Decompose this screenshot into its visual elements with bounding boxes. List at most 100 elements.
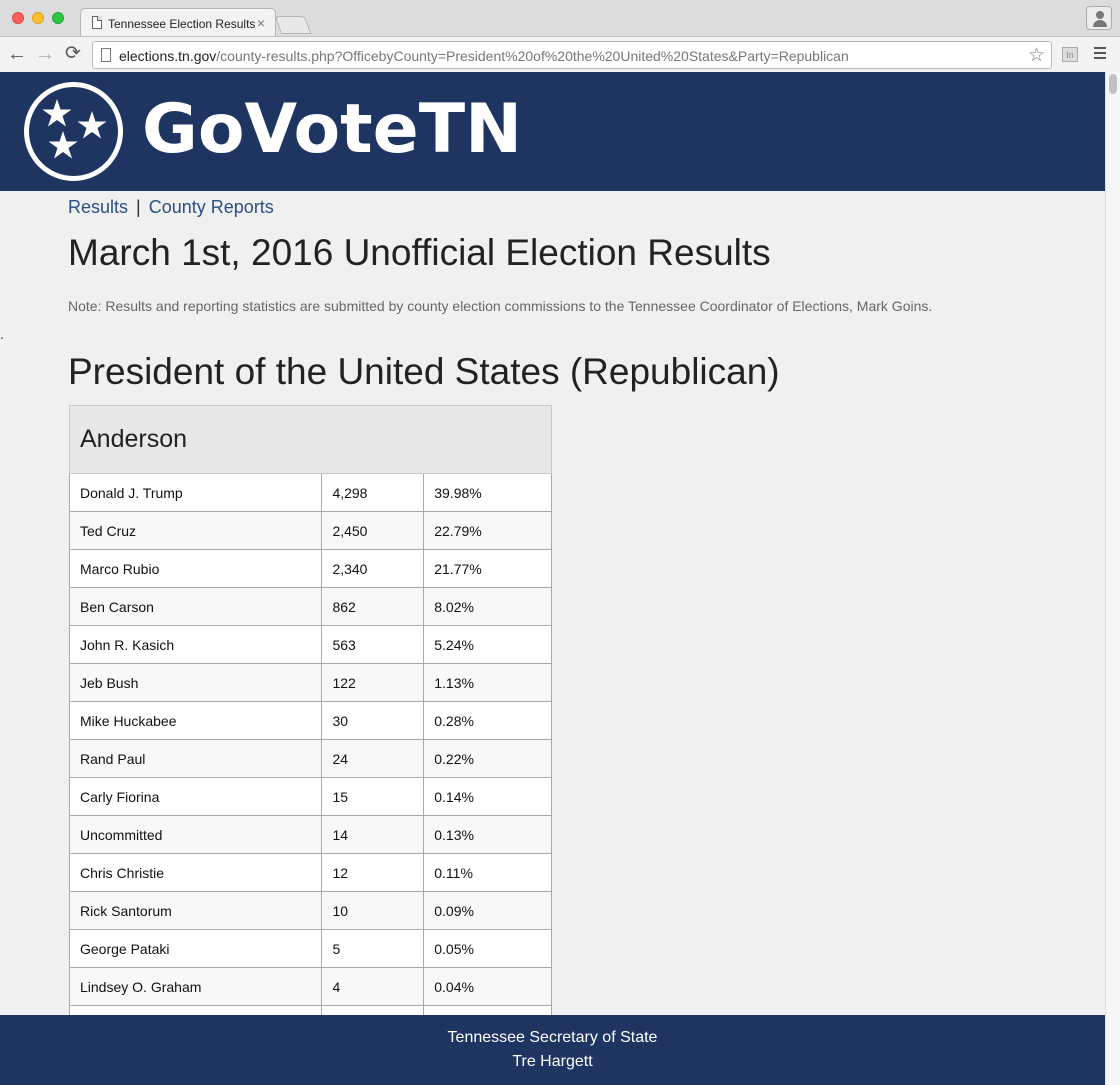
- vote-percent: 21.77%: [423, 549, 552, 588]
- vote-count: 12: [321, 853, 425, 892]
- candidate-name: Carly Fiorina: [68, 777, 323, 816]
- candidate-name: Lindsey O. Graham: [68, 967, 323, 1006]
- header-banner: GoVoteTN: [0, 72, 1105, 191]
- vote-count: 862: [321, 587, 425, 626]
- vote-count: 14: [321, 815, 425, 854]
- tab-close-icon[interactable]: ×: [256, 15, 265, 31]
- footer-line-2: Tre Hargett: [512, 1053, 593, 1070]
- table-row: Rick Santorum 10 0.09%: [68, 891, 552, 930]
- back-button[interactable]: ←: [7, 43, 27, 65]
- vote-percent: 8.02%: [423, 587, 552, 626]
- page-title: March 1st, 2016 Unofficial Election Resu…: [68, 232, 771, 273]
- tab-title: Tennessee Election Results: [108, 17, 256, 31]
- forward-button[interactable]: →: [35, 43, 55, 65]
- table-row: Carly Fiorina 15 0.14%: [68, 777, 552, 816]
- vote-count: 24: [321, 739, 425, 778]
- person-icon: [1096, 11, 1104, 19]
- candidate-name: Ben Carson: [68, 587, 323, 626]
- table-row: Ted Cruz 2,450 22.79%: [68, 511, 552, 550]
- candidate-name: Rand Paul: [68, 739, 323, 778]
- minimize-window-button[interactable]: [32, 12, 44, 24]
- stray-dot: .: [0, 326, 4, 342]
- page-viewport: GoVoteTN Results | County Reports March …: [0, 72, 1105, 1085]
- tab-tennessee-election-results[interactable]: Tennessee Election Results ×: [80, 8, 276, 36]
- county-name: Anderson: [69, 405, 552, 474]
- candidate-name: Mike Huckabee: [68, 701, 323, 740]
- candidate-name: George Pataki: [68, 929, 323, 968]
- table-row: Donald J. Trump 4,298 39.98%: [68, 473, 552, 512]
- candidate-name: Rick Santorum: [68, 891, 323, 930]
- results-note: Note: Results and reporting statistics a…: [68, 298, 933, 314]
- vote-percent: 22.79%: [423, 511, 552, 550]
- vote-percent: 5.24%: [423, 625, 552, 664]
- scrollbar-thumb[interactable]: [1109, 74, 1117, 94]
- candidate-name: John R. Kasich: [68, 625, 323, 664]
- tristar-logo-icon[interactable]: [24, 82, 123, 181]
- vote-count: 15: [321, 777, 425, 816]
- extension-icon[interactable]: In: [1062, 47, 1078, 62]
- address-bar[interactable]: elections.tn.gov/county-results.php?Offi…: [92, 41, 1052, 69]
- person-icon-body: [1093, 20, 1107, 27]
- vote-count: 4: [321, 967, 425, 1006]
- page-icon: [92, 16, 102, 29]
- candidate-name: Uncommitted: [68, 815, 323, 854]
- zoom-window-button[interactable]: [52, 12, 64, 24]
- vote-count: 563: [321, 625, 425, 664]
- table-row: Ben Carson 862 8.02%: [68, 587, 552, 626]
- footer: Tennessee Secretary of State Tre Hargett: [0, 1015, 1105, 1085]
- vote-percent: 0.05%: [423, 929, 552, 968]
- table-row: John R. Kasich 563 5.24%: [68, 625, 552, 664]
- candidate-name: Ted Cruz: [68, 511, 323, 550]
- url-path: /county-results.php?OfficebyCounty=Presi…: [216, 48, 849, 64]
- page-icon: [101, 48, 111, 62]
- table-row: Uncommitted 14 0.13%: [68, 815, 552, 854]
- url-host: elections.tn.gov: [119, 48, 217, 64]
- table-row: Rand Paul 24 0.22%: [68, 739, 552, 778]
- vote-percent: 0.11%: [423, 853, 552, 892]
- tab-bar: Tennessee Election Results ×: [0, 0, 1120, 36]
- vote-percent: 0.22%: [423, 739, 552, 778]
- url-text[interactable]: elections.tn.gov/county-results.php?Offi…: [119, 48, 849, 64]
- nav-link-results[interactable]: Results: [68, 197, 129, 217]
- browser-chrome: Tennessee Election Results × ← → ⟳ elect…: [0, 0, 1120, 72]
- close-window-button[interactable]: [12, 12, 24, 24]
- vote-percent: 0.04%: [423, 967, 552, 1006]
- vote-percent: 1.13%: [423, 663, 552, 702]
- vote-count: 5: [321, 929, 425, 968]
- candidate-name: Donald J. Trump: [68, 473, 323, 512]
- candidate-name: Jeb Bush: [68, 663, 323, 702]
- vote-count: 2,450: [321, 511, 425, 550]
- candidate-name: Marco Rubio: [68, 549, 323, 588]
- candidate-name: Chris Christie: [68, 853, 323, 892]
- table-row: Mike Huckabee 30 0.28%: [68, 701, 552, 740]
- nav-link-county-reports[interactable]: County Reports: [148, 197, 274, 217]
- new-tab-button[interactable]: [274, 16, 312, 34]
- vote-count: 4,298: [321, 473, 425, 512]
- vote-percent: 0.09%: [423, 891, 552, 930]
- menu-icon[interactable]: [1094, 47, 1108, 61]
- vote-count: 30: [321, 701, 425, 740]
- vote-percent: 39.98%: [423, 473, 552, 512]
- bookmark-star-icon[interactable]: ☆: [1027, 45, 1045, 66]
- vote-percent: 0.13%: [423, 815, 552, 854]
- county-results-table: Anderson Donald J. Trump 4,298 39.98% Ted C…: [68, 405, 552, 1044]
- vote-count: 122: [321, 663, 425, 702]
- table-row: George Pataki 5 0.05%: [68, 929, 552, 968]
- vote-percent: 0.28%: [423, 701, 552, 740]
- table-row: Jeb Bush 122 1.13%: [68, 663, 552, 702]
- breadcrumb: Results | County Reports: [68, 197, 274, 218]
- table-row: Chris Christie 12 0.11%: [68, 853, 552, 892]
- vote-percent: 0.14%: [423, 777, 552, 816]
- browser-toolbar: ← → ⟳ elections.tn.gov/county-results.ph…: [0, 36, 1120, 72]
- vertical-scrollbar[interactable]: [1105, 72, 1120, 1085]
- county-header-row: Anderson: [69, 405, 552, 474]
- brand-name[interactable]: GoVoteTN: [142, 90, 523, 169]
- nav-separator: |: [136, 197, 141, 217]
- table-row: Lindsey O. Graham 4 0.04%: [68, 967, 552, 1006]
- footer-line-1: Tennessee Secretary of State: [447, 1029, 658, 1046]
- profile-button[interactable]: [1086, 6, 1112, 30]
- reload-button[interactable]: ⟳: [65, 43, 81, 64]
- race-title: President of the United States (Republic…: [68, 351, 780, 392]
- vote-count: 2,340: [321, 549, 425, 588]
- vote-count: 10: [321, 891, 425, 930]
